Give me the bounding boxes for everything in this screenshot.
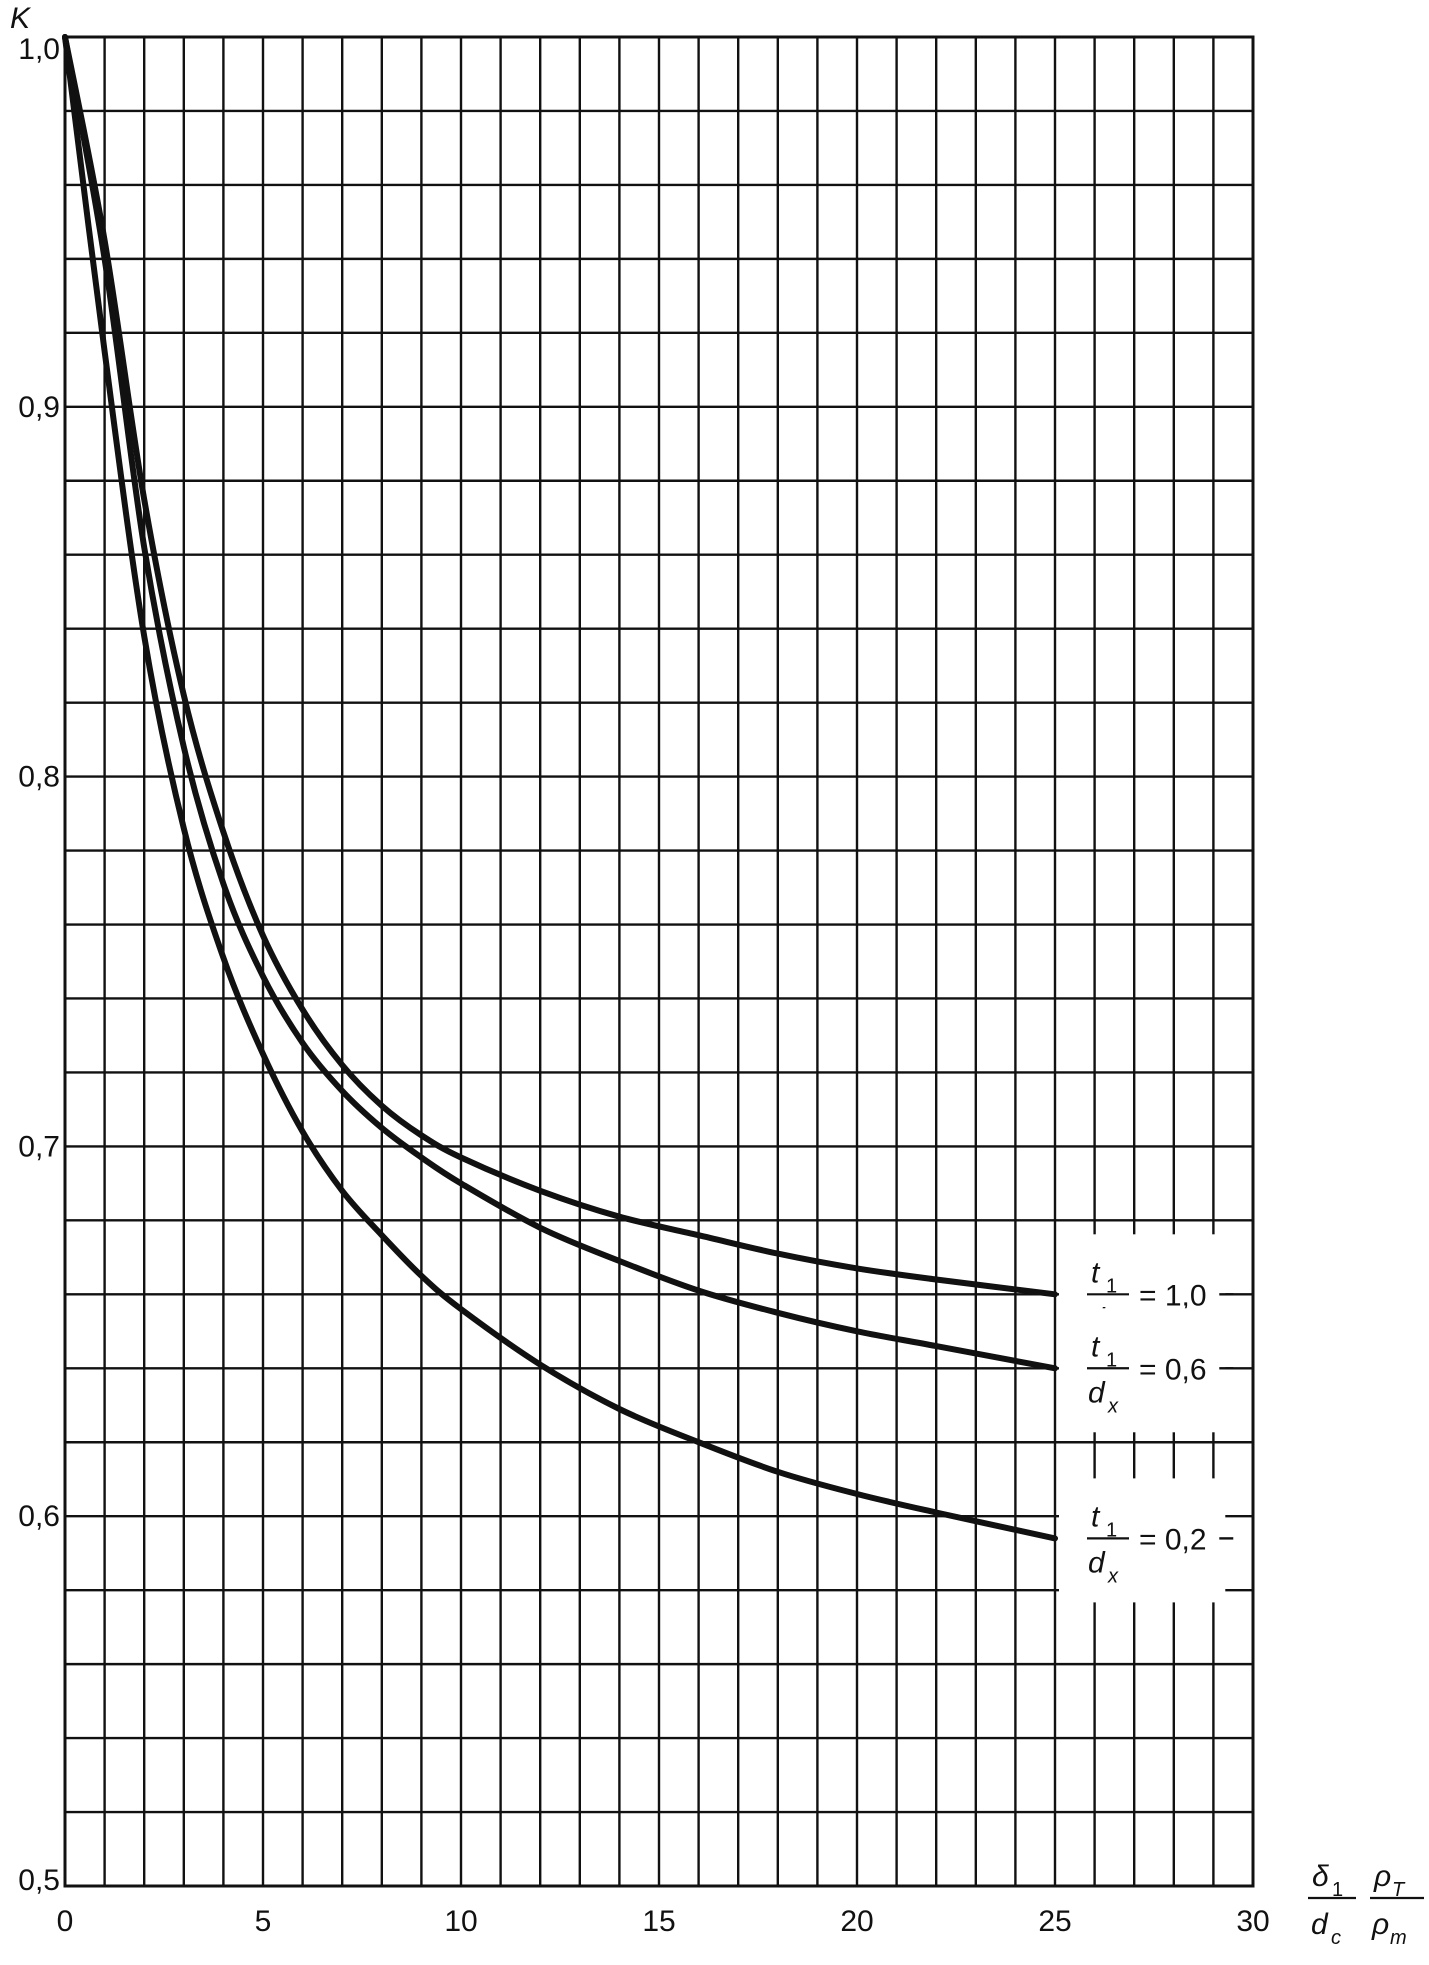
series-line-2 [62, 34, 1058, 1372]
series-label-box [1059, 1478, 1226, 1603]
x-tick-label: 30 [1236, 1905, 1269, 1938]
series-label-2: t 1d x = 0,6 [1059, 1308, 1234, 1433]
series-label-box [1059, 1308, 1226, 1433]
series-label-numerator: t [1091, 1256, 1101, 1289]
x-tick-label: 0 [57, 1905, 74, 1938]
series-line-3 [62, 34, 1058, 1542]
x-title-den2-sub: m [1390, 1927, 1407, 1949]
series-label-numerator-sub: 1 [1106, 1275, 1117, 1297]
tick-labels: 0 5 10 15 20 25 30 0,5 0,6 0,7 0,8 0,9 1,0 [18, 33, 1269, 1938]
series-label-numerator-sub: 1 [1106, 1519, 1117, 1541]
series-label-value: = 0,6 [1139, 1353, 1207, 1386]
x-title-den1-sub: c [1331, 1927, 1341, 1949]
x-axis-title: δ 1d cρ Tρ m [1308, 1860, 1424, 1949]
y-tick-label: 0,5 [18, 1864, 60, 1897]
y-tick-label: 0,6 [18, 1500, 60, 1533]
x-tick-label: 20 [840, 1905, 873, 1938]
series-line-1 [62, 34, 1058, 1298]
y-tick-label: 0,8 [18, 761, 60, 794]
series-label-value: = 1,0 [1139, 1279, 1207, 1312]
x-title-num1-sub: 1 [1332, 1879, 1343, 1901]
series-label-denominator: d [1088, 1546, 1106, 1579]
x-title-num2: ρ [1373, 1860, 1391, 1893]
y-tick-label: 0,7 [18, 1130, 60, 1163]
x-title-num1: δ [1312, 1860, 1329, 1893]
x-title-den2: ρ [1371, 1908, 1389, 1941]
series-label-value: = 0,2 [1139, 1523, 1207, 1556]
y-axis-title: K [10, 2, 32, 35]
y-tick-label: 1,0 [18, 33, 60, 66]
series-label-denominator-sub: x [1107, 1565, 1119, 1587]
x-tick-label: 10 [444, 1905, 477, 1938]
series-label-numerator-sub: 1 [1106, 1349, 1117, 1371]
series-label-numerator: t [1091, 1500, 1101, 1533]
series-label-numerator: t [1091, 1330, 1101, 1363]
series-label-denominator: d [1088, 1376, 1106, 1409]
y-tick-label: 0,9 [18, 391, 60, 424]
x-tick-label: 25 [1038, 1905, 1071, 1938]
x-tick-label: 5 [255, 1905, 272, 1938]
series-label-denominator-sub: x [1107, 1395, 1119, 1417]
series-label-3: t 1d x = 0,2 [1059, 1478, 1234, 1603]
plot-frame [63, 35, 1255, 1888]
axis-titles: Kδ 1d cρ Tρ m [10, 2, 1424, 1949]
x-title-den1: d [1311, 1908, 1329, 1941]
x-title-num2-sub: T [1392, 1879, 1406, 1901]
x-tick-label: 15 [642, 1905, 675, 1938]
series-lines [62, 34, 1058, 1542]
